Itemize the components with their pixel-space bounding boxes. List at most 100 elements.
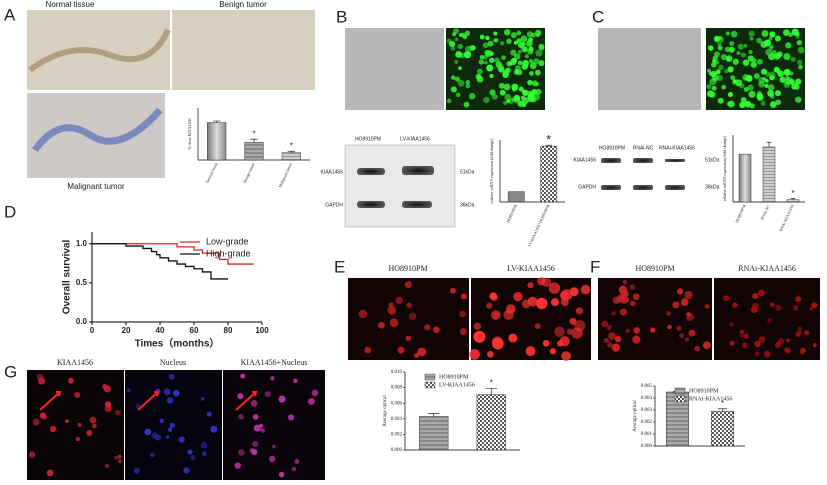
- cell: [503, 100, 508, 106]
- cell: [714, 35, 720, 41]
- cell: [506, 60, 512, 67]
- cell: [762, 77, 767, 81]
- x-tick-label: 80: [224, 326, 233, 335]
- cell: [201, 451, 207, 457]
- cell: [549, 348, 556, 355]
- cell: [486, 64, 494, 72]
- cell: [506, 38, 512, 44]
- cell: [785, 42, 792, 49]
- legend-label: Low-grade: [206, 236, 249, 246]
- cell: [457, 79, 465, 87]
- cell: [739, 101, 746, 109]
- cell: [238, 414, 244, 420]
- cell: [708, 71, 713, 76]
- cell: [521, 299, 531, 309]
- cell: [774, 35, 781, 42]
- cell: [720, 54, 727, 61]
- cell: [387, 305, 397, 315]
- cell: [272, 444, 276, 449]
- cell: [200, 397, 205, 401]
- cell: [451, 75, 456, 80]
- cell: [527, 282, 534, 289]
- bar: [207, 122, 227, 161]
- cell: [739, 329, 744, 334]
- cell: [743, 333, 750, 339]
- cell: [46, 469, 54, 477]
- cell: [187, 449, 193, 455]
- cell: [768, 36, 773, 41]
- cell: [729, 322, 734, 327]
- cell: [278, 395, 286, 403]
- cell: [454, 76, 461, 82]
- cell: [479, 34, 485, 40]
- cell: [719, 37, 725, 43]
- cell: [788, 78, 795, 85]
- legend-label: High-grade: [206, 248, 251, 258]
- cell: [75, 437, 80, 442]
- legend-swatch: [424, 381, 436, 389]
- cell: [777, 338, 785, 345]
- cell: [151, 432, 158, 439]
- image-label: Normal tissue: [46, 0, 95, 9]
- cell: [534, 69, 541, 76]
- cell: [417, 347, 427, 357]
- x-tick-label: 0: [90, 326, 95, 335]
- cell: [753, 73, 760, 80]
- cell: [433, 326, 440, 334]
- cell: [560, 298, 569, 307]
- cell: [446, 98, 452, 104]
- cell: [752, 293, 759, 300]
- lane-label: HO8910PM: [599, 145, 625, 151]
- cell: [537, 276, 546, 286]
- cell: [633, 327, 641, 334]
- cell: [118, 459, 122, 464]
- cell: [503, 83, 511, 91]
- cell: [459, 327, 467, 335]
- x-tick-label: Malignant tumor: [277, 161, 293, 188]
- cell: [748, 90, 756, 98]
- cell: [758, 80, 765, 88]
- cell: [454, 59, 459, 64]
- cell: [133, 467, 140, 474]
- cell: [721, 84, 727, 90]
- cell: [457, 43, 463, 50]
- cell: [115, 409, 121, 416]
- size-label: 36kDa: [705, 184, 720, 190]
- cell: [754, 340, 761, 348]
- cell: [237, 393, 244, 400]
- cell: [504, 93, 512, 101]
- x-tick-label: 20: [122, 326, 131, 335]
- y-axis-label: Overall survival: [62, 240, 73, 315]
- cell: [278, 471, 285, 478]
- cell: [183, 467, 190, 474]
- y-axis-label: % Area KIAA1456: [187, 119, 192, 150]
- cell: [768, 53, 775, 61]
- fluorescence-image: [714, 278, 820, 360]
- cell: [238, 449, 245, 456]
- cell: [788, 32, 793, 38]
- cell: [750, 61, 757, 68]
- cell: [791, 83, 798, 90]
- y-tick-label: 0.008: [391, 386, 403, 391]
- x-tick-label: LV-KIAA1456+HO8910PM: [527, 203, 551, 247]
- x-tick-label: RNAi-KIAA1456: [778, 204, 795, 232]
- cell: [559, 336, 570, 347]
- band: [665, 185, 685, 190]
- cell: [514, 53, 521, 60]
- cell: [740, 97, 747, 103]
- y-tick-label: 0.000: [641, 444, 653, 449]
- brightfield-image: [598, 28, 701, 110]
- cell: [548, 282, 561, 294]
- cell: [561, 351, 571, 361]
- image-label: RNAi-KIAA1456: [738, 264, 796, 273]
- x-tick-label: Benign tumor: [242, 161, 256, 184]
- cell: [756, 37, 762, 44]
- cell: [463, 51, 472, 59]
- cell: [795, 296, 802, 303]
- cell: [514, 65, 521, 72]
- cell: [750, 306, 758, 314]
- cell: [489, 51, 494, 56]
- cell: [760, 68, 768, 75]
- cell: [760, 41, 768, 48]
